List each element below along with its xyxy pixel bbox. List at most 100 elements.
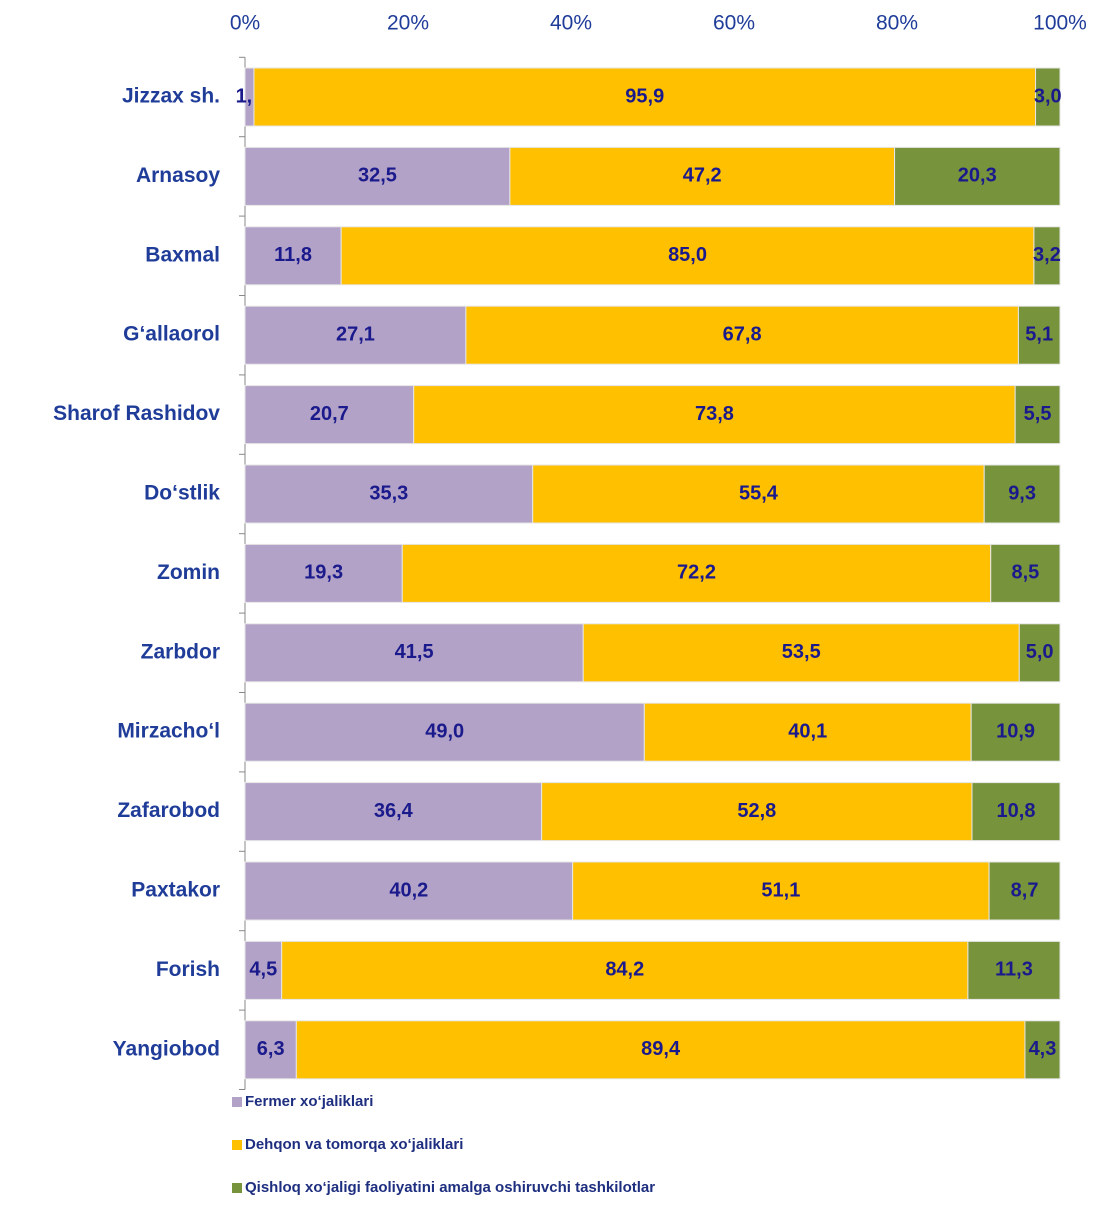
bar-segment (413, 385, 1016, 445)
bar-segment (582, 623, 1020, 683)
value-label: 41,5 (395, 641, 434, 663)
value-label: 6,3 (257, 1038, 285, 1060)
bar-segment (244, 385, 415, 445)
y-tick-label: Yangiobod (113, 1037, 220, 1060)
bar-segment (1018, 623, 1061, 683)
bar-segment (970, 702, 1061, 762)
value-label: 51,1 (761, 879, 800, 901)
legend-item: Dehqon va tomorqa xo‘jaliklari (232, 1135, 752, 1155)
value-label: 84,2 (605, 959, 644, 981)
value-label: 4,5 (249, 959, 277, 981)
bar-segment (990, 543, 1061, 603)
value-label: 4,3 (1029, 1038, 1057, 1060)
legend-swatch (232, 1140, 242, 1150)
value-label: 10,8 (997, 800, 1036, 822)
bar-segment (244, 543, 403, 603)
value-label: 40,2 (389, 879, 428, 901)
value-label: 5,5 (1024, 403, 1052, 425)
bar-segment (572, 861, 990, 921)
bar-segment (244, 623, 584, 683)
value-label: 89,4 (641, 1038, 681, 1060)
value-label: 10,9 (996, 720, 1035, 742)
bar-segment (281, 940, 969, 1000)
y-tick-label: Sharof Rashidov (53, 402, 220, 425)
value-label: 19,3 (304, 562, 343, 584)
bar-segment (967, 940, 1061, 1000)
y-tick-label: Jizzax sh. (122, 85, 220, 108)
value-label: 85,0 (668, 244, 707, 266)
bar-segment (988, 861, 1061, 921)
legend-swatch (232, 1183, 242, 1193)
bar-segment (244, 305, 467, 365)
value-label: 73,8 (695, 403, 734, 425)
plot: 0% 20% 40% 60% 80% 100%Jizzax sh. 1,1 95,9 3,0Ar… (53, 12, 1087, 1090)
y-tick-label: Zarbdor (141, 640, 220, 663)
value-label: 20,7 (310, 403, 349, 425)
value-label: 5,0 (1026, 641, 1054, 663)
legend-swatch (232, 1097, 242, 1107)
legend-item: Fermer xo‘jaliklari (232, 1092, 752, 1112)
bar-segment (244, 1020, 297, 1080)
bar-segment (244, 782, 543, 842)
x-tick-label: 100% (1033, 12, 1087, 35)
y-tick-label: Arnasoy (136, 164, 220, 187)
bar-segment (340, 226, 1035, 286)
bar-segment (643, 702, 972, 762)
bar-segment (401, 543, 992, 603)
bar-segment (532, 464, 985, 524)
legend-label: Dehqon va tomorqa xo‘jaliklari (245, 1136, 464, 1153)
y-tick-label: G‘allaorol (123, 323, 220, 346)
x-tick-label: 80% (876, 12, 918, 35)
bar-segment (1033, 226, 1061, 286)
bar-segment (244, 226, 342, 286)
value-label: 3,0 (1034, 85, 1062, 107)
value-label: 35,3 (369, 482, 408, 504)
bar-segment (465, 305, 1019, 365)
y-tick-label: Paxtakor (131, 879, 220, 902)
value-label: 8,7 (1011, 879, 1039, 901)
value-label: 3,2 (1033, 244, 1061, 266)
legend-label: Fermer xo‘jaliklari (245, 1093, 374, 1110)
value-label: 11,8 (274, 244, 312, 266)
bar-segment (541, 782, 973, 842)
value-label: 8,5 (1011, 562, 1039, 584)
value-label: 95,9 (625, 85, 664, 107)
y-tick-label: Zomin (157, 561, 220, 584)
value-label: 53,5 (782, 641, 821, 663)
value-label: 52,8 (737, 800, 776, 822)
bar-segment (1035, 67, 1061, 127)
value-label: 9,3 (1008, 482, 1036, 504)
value-label: 11,3 (995, 959, 1033, 981)
y-tick-label: Baxmal (145, 243, 220, 266)
value-label: 20,3 (958, 165, 997, 187)
bar-segment (509, 146, 896, 206)
value-label: 40,1 (788, 720, 827, 742)
value-label: 47,2 (683, 165, 722, 187)
bar-segment (244, 940, 283, 1000)
value-label: 36,4 (374, 800, 414, 822)
x-tick-label: 0% (230, 12, 260, 35)
value-label: 72,2 (677, 562, 716, 584)
y-tick-label: Do‘stlik (144, 482, 220, 505)
bar-segment (1024, 1020, 1061, 1080)
y-tick-label: Mirzacho‘l (117, 720, 220, 743)
value-label: 32,5 (358, 165, 397, 187)
bar-segment (983, 464, 1061, 524)
bar-segment (971, 782, 1061, 842)
x-tick-label: 20% (387, 12, 429, 35)
x-tick-label: 40% (550, 12, 592, 35)
y-tick-label: Zafarobod (117, 799, 220, 822)
value-label: 27,1 (336, 323, 375, 345)
bar-segment (894, 146, 1061, 206)
x-tick-label: 60% (713, 12, 755, 35)
value-label: 5,1 (1025, 323, 1053, 345)
legend-item: Qishloq xo‘jaligi faoliyatini amalga osh… (232, 1178, 752, 1198)
value-label: 67,8 (723, 323, 762, 345)
y-tick-label: Forish (156, 958, 220, 981)
legend-label: Qishloq xo‘jaligi faoliyatini amalga osh… (245, 1179, 656, 1196)
bar-segment (244, 861, 574, 921)
value-label: 55,4 (739, 482, 779, 504)
legend: Fermer xo‘jaliklari Dehqon va tomorqa xo‘… (232, 1092, 752, 1221)
value-label: 49,0 (425, 720, 464, 742)
